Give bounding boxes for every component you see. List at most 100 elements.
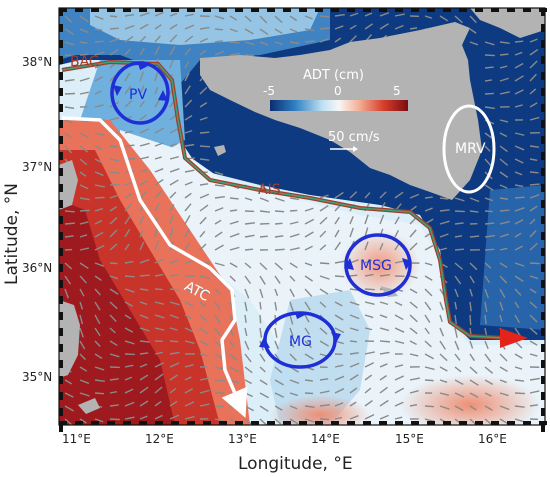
velocity-vector xyxy=(124,14,135,17)
frame-tick xyxy=(395,8,403,12)
velocity-vector xyxy=(64,222,75,225)
velocity-vector xyxy=(154,314,165,319)
velocity-vector xyxy=(379,340,391,343)
frame-tick xyxy=(59,296,63,304)
velocity-vector xyxy=(424,405,434,408)
velocity-vector xyxy=(289,314,294,325)
velocity-vector xyxy=(139,114,147,121)
velocity-vector xyxy=(529,218,536,225)
frame-tick xyxy=(267,421,275,425)
velocity-vector xyxy=(124,301,134,307)
velocity-vector xyxy=(184,301,194,307)
velocity-vector xyxy=(409,242,418,251)
velocity-vector xyxy=(304,379,313,382)
velocity-vector xyxy=(289,327,294,337)
velocity-vector xyxy=(199,116,208,121)
velocity-vector xyxy=(109,158,120,162)
velocity-vector xyxy=(94,314,101,325)
velocity-vector xyxy=(529,73,537,82)
velocity-scale-label: 50 cm/s xyxy=(328,130,380,145)
velocity-vector xyxy=(454,262,464,270)
x-tick-label: 15°E xyxy=(395,432,424,446)
velocity-vector xyxy=(184,364,194,368)
velocity-vector xyxy=(139,180,148,186)
frame-tick xyxy=(59,376,63,384)
frame-tick xyxy=(219,8,227,12)
velocity-vector xyxy=(484,366,494,374)
velocity-vector xyxy=(484,197,493,202)
velocity-vector xyxy=(364,23,374,30)
velocity-vector xyxy=(184,143,195,147)
velocity-vector xyxy=(199,340,210,347)
velocity-vector xyxy=(154,127,164,134)
velocity-vector xyxy=(79,221,89,225)
velocity-vector xyxy=(484,353,492,363)
velocity-vector xyxy=(469,392,479,399)
frame-tick xyxy=(315,8,323,12)
y-tick-label: 36°N xyxy=(22,261,52,275)
velocity-vector xyxy=(454,288,459,298)
velocity-vector xyxy=(529,205,538,212)
velocity-vector xyxy=(484,41,495,46)
velocity-vector xyxy=(529,102,538,108)
velocity-vector xyxy=(94,353,103,360)
y-tick-label: 37°N xyxy=(22,160,52,174)
velocity-vector xyxy=(139,400,149,407)
velocity-vector xyxy=(139,274,150,277)
frame-tick xyxy=(541,408,545,416)
velocity-vector xyxy=(304,28,315,32)
velocity-vector xyxy=(304,340,312,349)
velocity-vector xyxy=(79,15,89,23)
velocity-vector xyxy=(184,327,194,333)
frame-tick xyxy=(459,421,467,425)
velocity-vector xyxy=(514,232,522,238)
velocity-vector xyxy=(169,34,178,43)
velocity-vector xyxy=(244,248,254,251)
velocity-vector xyxy=(184,340,195,344)
velocity-vector xyxy=(94,196,105,199)
frame-tick xyxy=(541,376,545,384)
velocity-vector xyxy=(274,392,285,398)
velocity-vector xyxy=(529,145,540,148)
frame-tick xyxy=(59,264,63,272)
velocity-vector xyxy=(139,230,144,238)
colorbar-title: ADT (cm) xyxy=(303,68,364,83)
frame-tick xyxy=(155,8,163,12)
velocity-vector xyxy=(64,119,73,124)
velocity-vector xyxy=(409,301,418,309)
velocity-vector xyxy=(184,401,195,407)
frame-tick xyxy=(203,421,211,425)
velocity-vector xyxy=(499,314,503,323)
velocity-vector xyxy=(424,301,432,311)
frame-tick xyxy=(541,8,545,16)
frame-tick xyxy=(171,8,179,12)
velocity-vector xyxy=(529,340,538,346)
frame-tick xyxy=(379,421,387,425)
velocity-vector xyxy=(484,54,495,57)
velocity-vector xyxy=(499,197,509,200)
south-warm-patch-2 xyxy=(270,395,370,425)
velocity-vector xyxy=(349,314,360,320)
velocity-vector xyxy=(364,362,374,368)
velocity-vector xyxy=(319,390,330,394)
x-tick-label: 11°E xyxy=(62,432,91,446)
velocity-vector xyxy=(514,171,523,176)
colorbar-gradient xyxy=(270,100,408,111)
velocity-vector xyxy=(424,353,434,360)
velocity-vector xyxy=(79,327,84,338)
velocity-vector xyxy=(349,374,359,381)
velocity-vector xyxy=(499,132,508,138)
velocity-vector xyxy=(529,171,539,174)
frame-tick xyxy=(443,8,451,12)
velocity-vector xyxy=(244,275,252,285)
velocity-vector xyxy=(79,171,87,177)
velocity-vector xyxy=(334,275,345,278)
velocity-vector xyxy=(154,240,160,251)
velocity-vector xyxy=(214,262,225,267)
velocity-vector xyxy=(169,400,178,407)
colorbar-tick-zero: 0 xyxy=(334,84,342,98)
velocity-vector xyxy=(139,363,148,368)
velocity-vector xyxy=(484,301,488,312)
velocity-vector xyxy=(514,353,523,359)
frame-tick xyxy=(541,312,545,320)
